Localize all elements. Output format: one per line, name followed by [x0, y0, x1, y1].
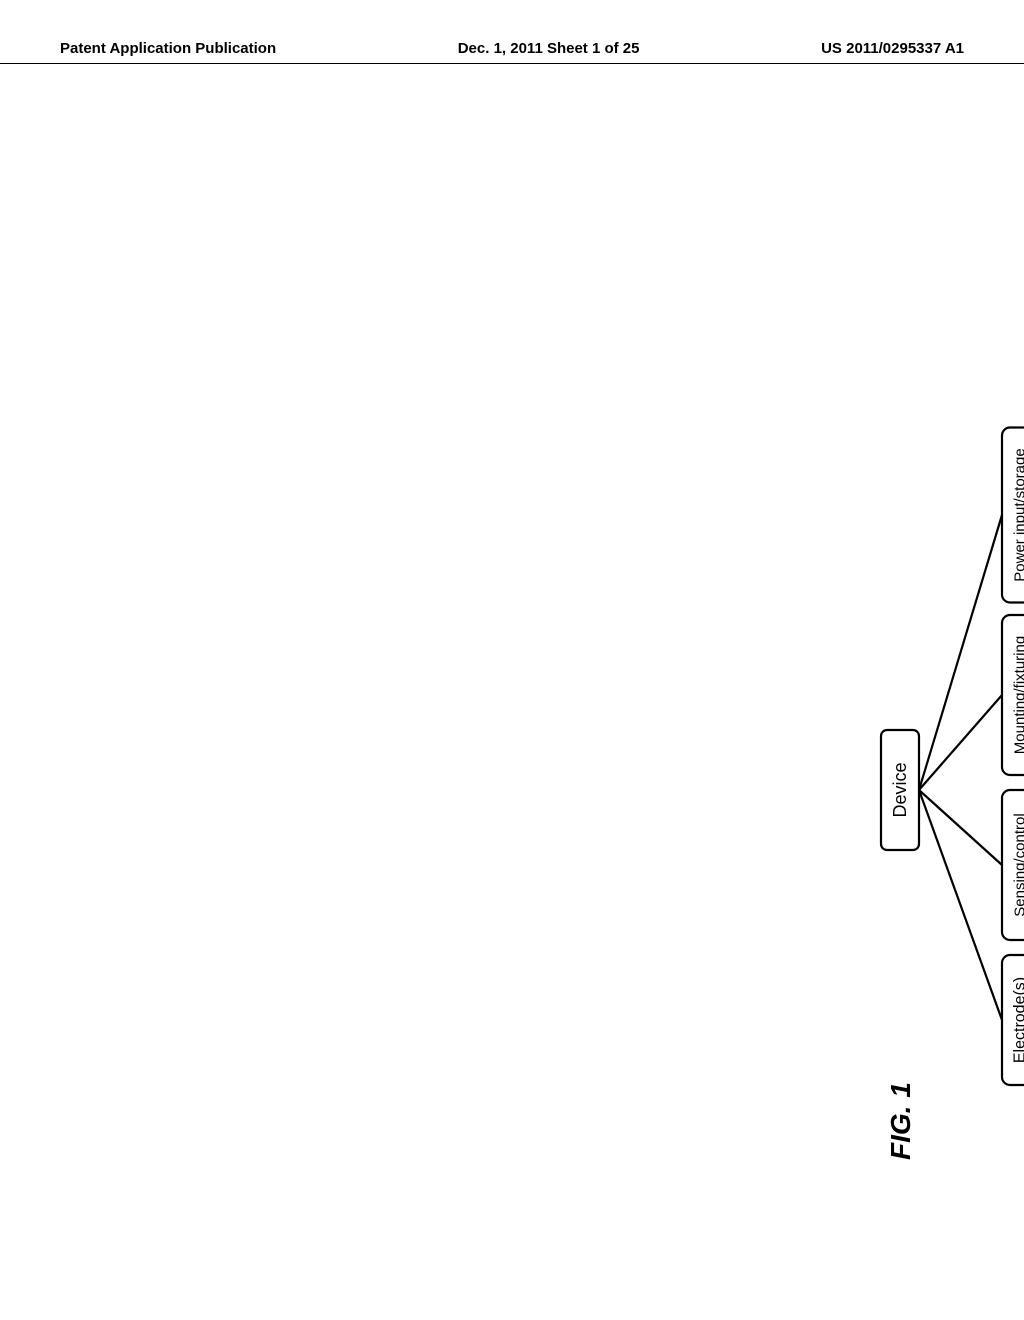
node-electrodes: Electrode(s)	[1002, 955, 1024, 1085]
node-device: Device	[881, 730, 919, 850]
header-left: Patent Application Publication	[60, 40, 276, 57]
header-right: US 2011/0295337 A1	[821, 40, 964, 57]
header-center: Dec. 1, 2011 Sheet 1 of 25	[458, 40, 640, 57]
svg-text:Mounting/fixturing: Mounting/fixturing	[1012, 636, 1024, 754]
svg-text:Sensing/control: Sensing/control	[1012, 813, 1024, 916]
figure-area: FIG. 1DeviceElectrode(s)Sensing/controlM…	[60, 120, 964, 1240]
page-header: Patent Application Publication Dec. 1, 2…	[0, 40, 1024, 64]
svg-text:Power input/storage: Power input/storage	[1012, 448, 1024, 581]
node-sensing: Sensing/control	[1002, 790, 1024, 940]
node-mounting: Mounting/fixturing	[1002, 615, 1024, 775]
svg-text:Device: Device	[890, 762, 910, 817]
node-power: Power input/storage	[1002, 428, 1024, 603]
svg-text:Electrode(s): Electrode(s)	[1012, 977, 1024, 1063]
figure-label: FIG. 1	[885, 1082, 916, 1160]
diagram: FIG. 1DeviceElectrode(s)Sensing/controlM…	[60, 120, 964, 1240]
